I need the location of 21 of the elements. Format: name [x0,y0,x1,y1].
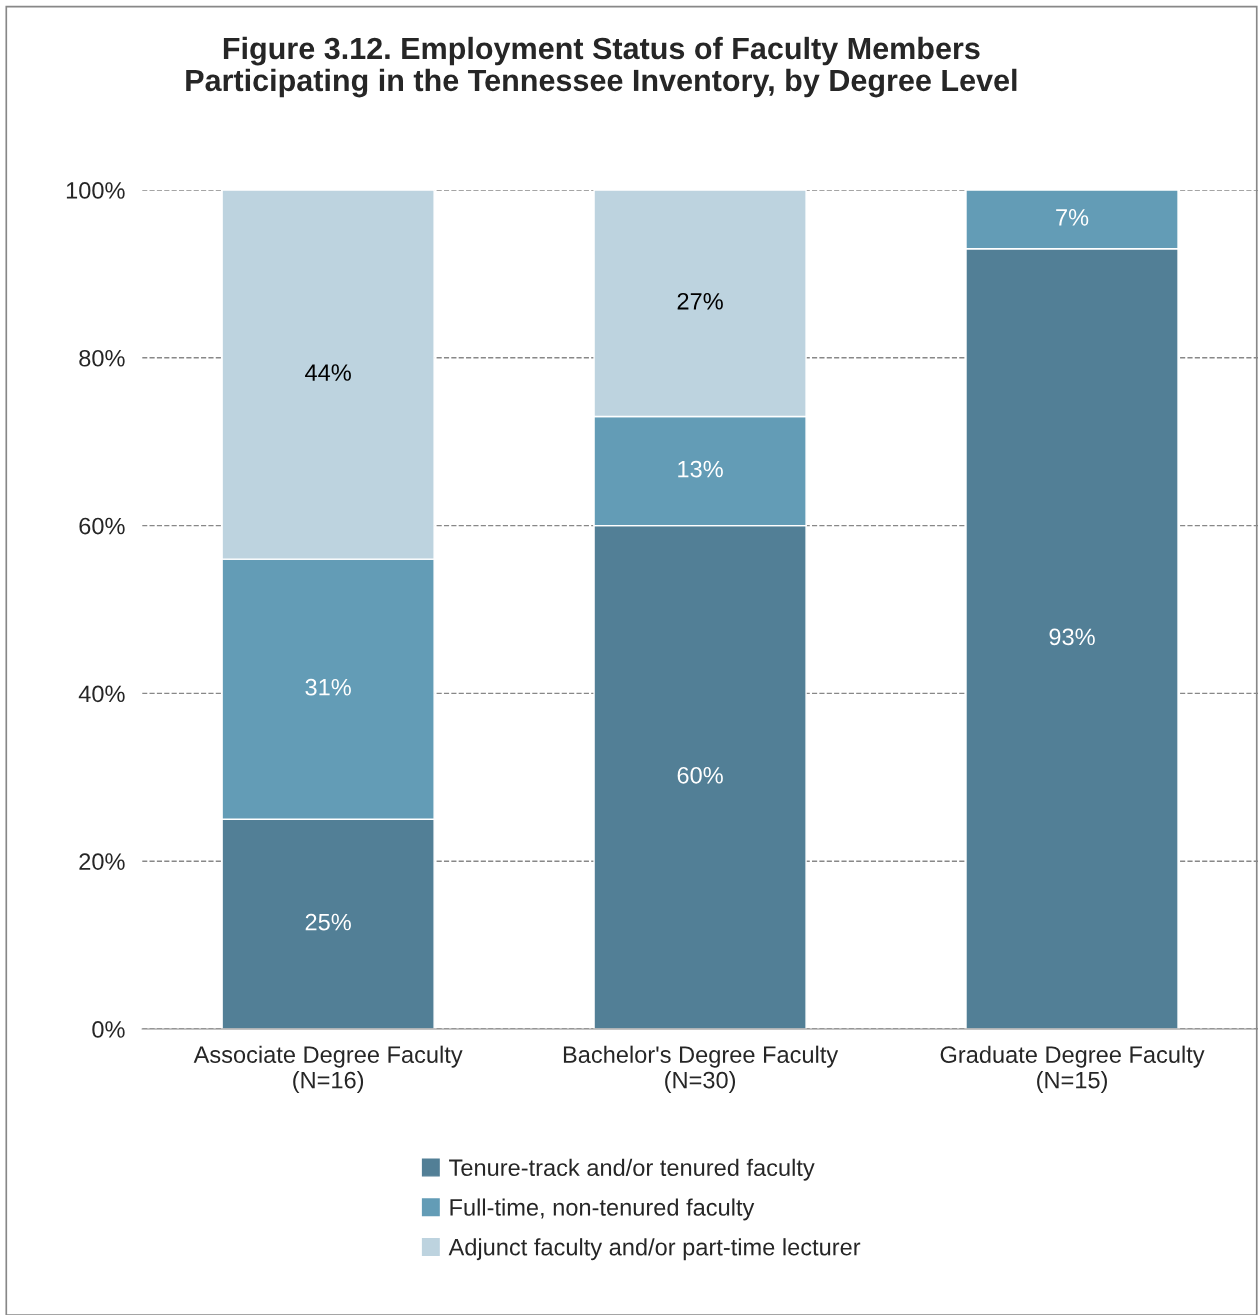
data-label: 60% [677,766,723,784]
x-tick-label: Associate Degree Faculty (N=16) [193,1045,463,1094]
data-label: 44% [305,364,351,381]
chart-title: Figure 3.12. Employment Status of Faculty Members Participating in the Tennessee Inventory, by Degree Level [186,36,1017,98]
x-tick-label: Graduate Degree Faculty (N=15) [940,1045,1205,1094]
y-tick-label: 40% [78,685,125,703]
data-label: 25% [305,913,351,931]
y-tick-label: 0% [92,1021,125,1038]
y-tick-label: 100% [66,182,125,199]
legend-label: Adjunct faculty and/or part-time lecturer [448,1238,861,1261]
data-label: 13% [678,460,723,478]
x-tick-label: Bachelor's Degree Faculty (N=30) [563,1045,839,1094]
data-label: 7% [1056,209,1089,226]
data-label: 31% [305,678,351,696]
y-tick-label: 80% [79,349,125,367]
data-label: 27% [677,292,723,310]
data-label: 93% [1049,628,1095,646]
legend-label: Tenure-track and/or tenured faculty [449,1158,815,1181]
y-tick-label: 20% [79,853,125,870]
y-tick-label: 60% [79,517,125,535]
legend-label: Full-time, non-tenured faculty [450,1198,755,1221]
